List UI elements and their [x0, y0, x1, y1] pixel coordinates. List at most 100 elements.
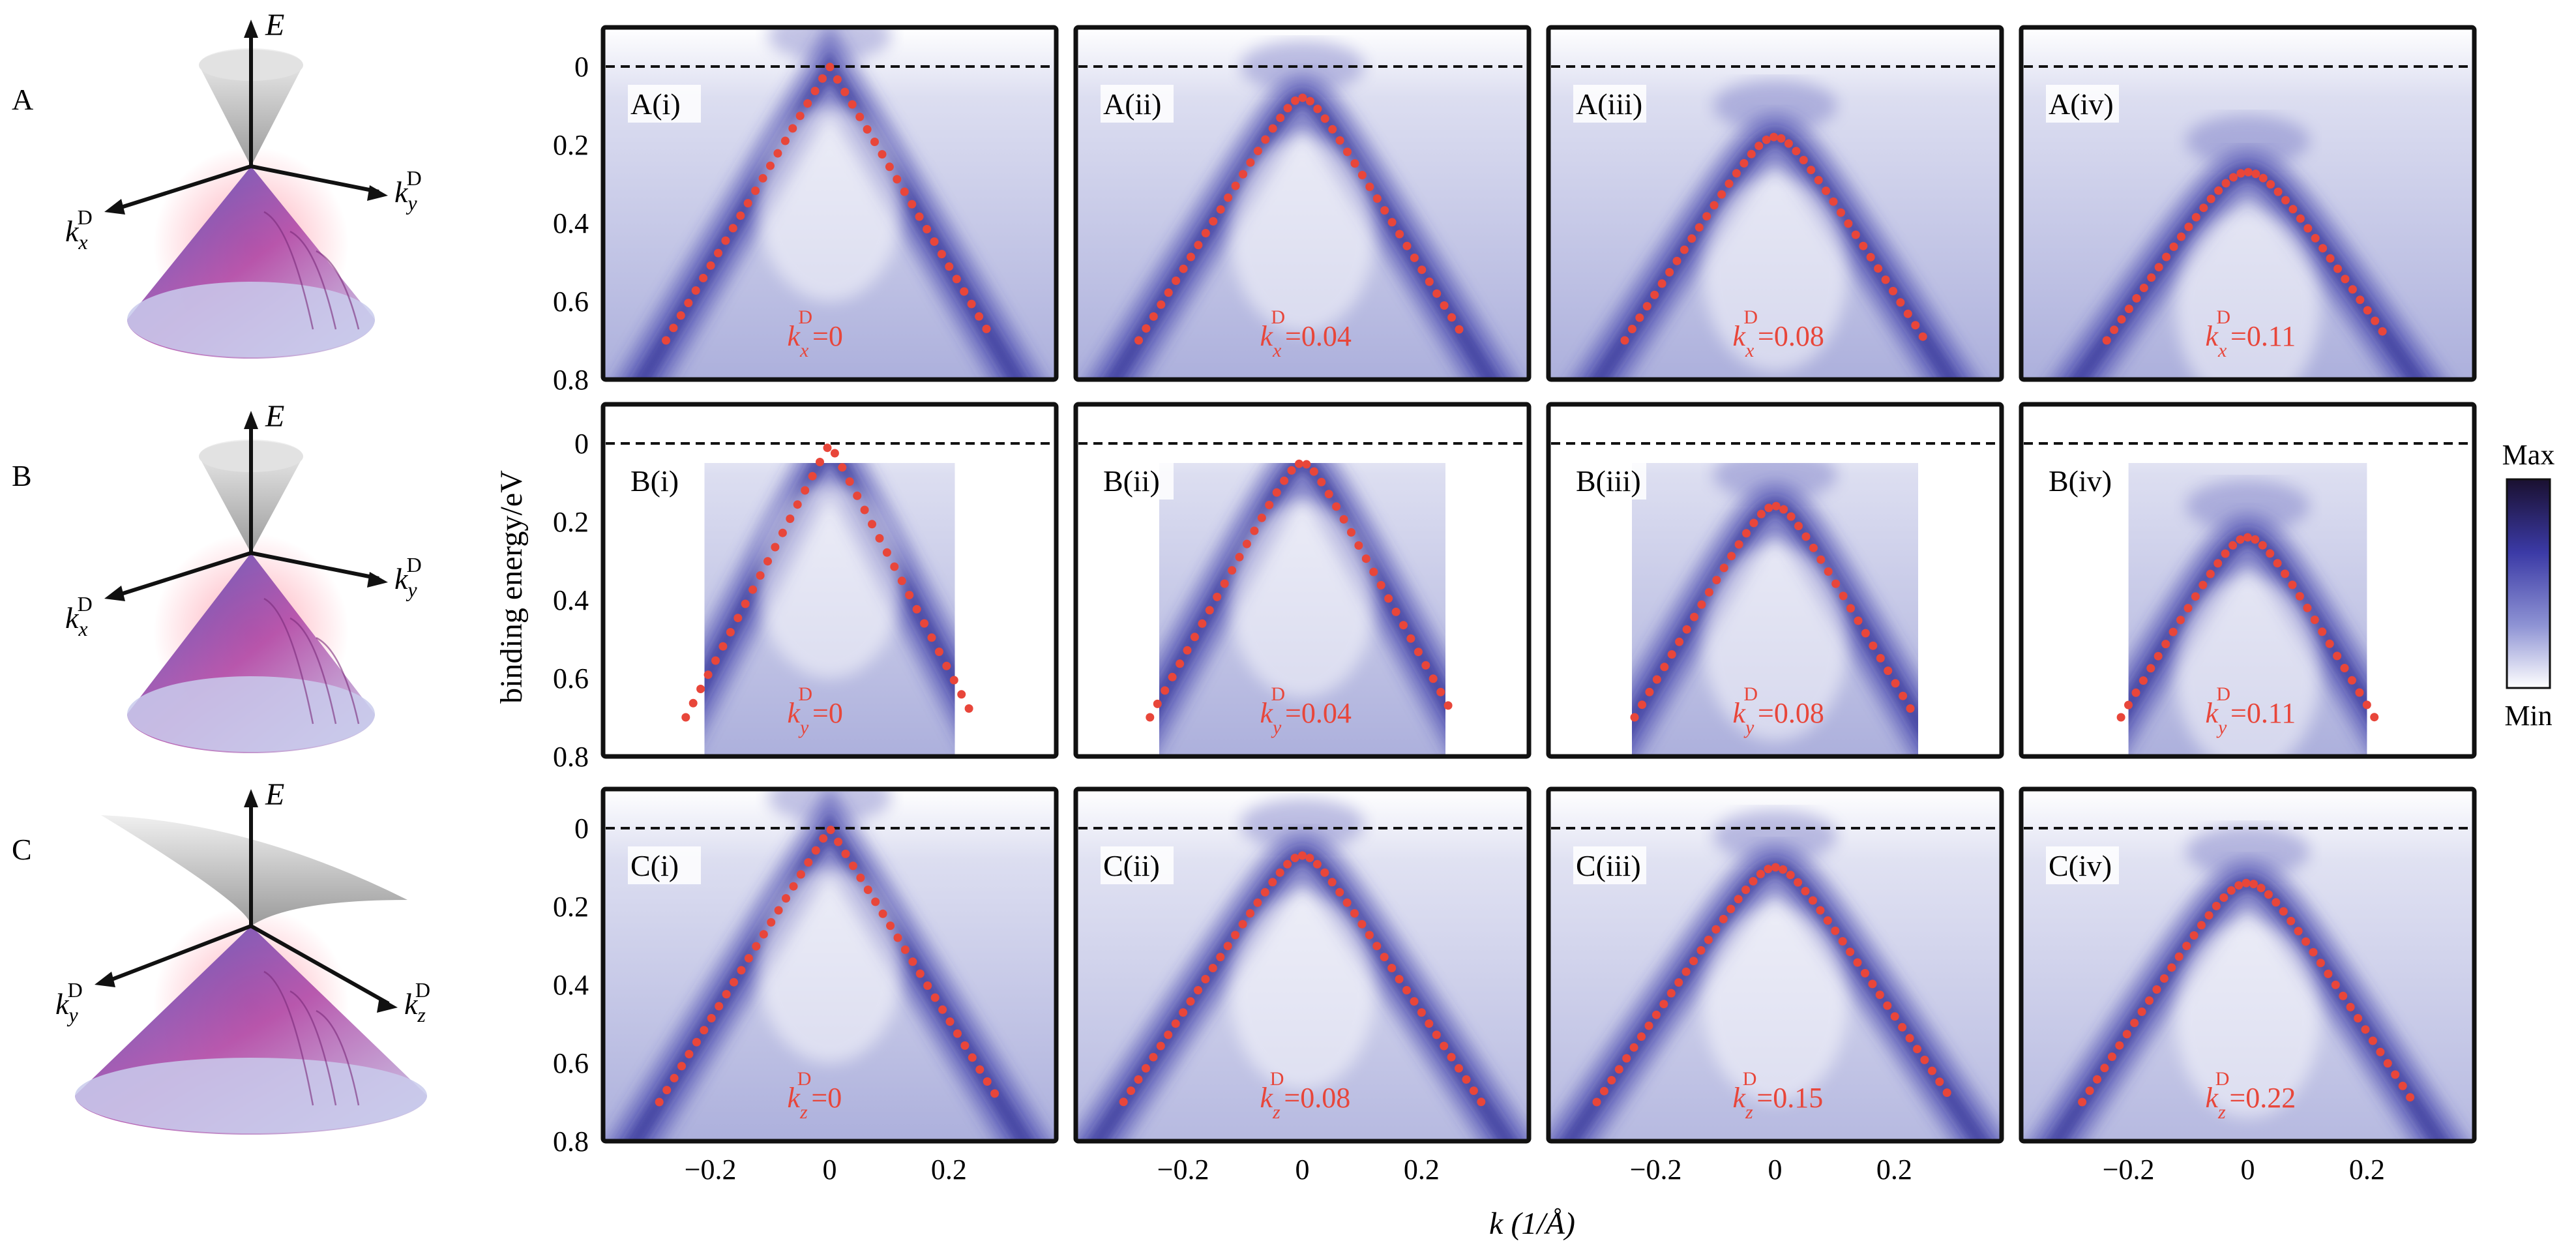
fit-dot	[923, 981, 932, 990]
fit-dot	[662, 336, 670, 345]
fit-dot	[1869, 641, 1878, 650]
fit-dot	[818, 74, 827, 83]
energy-axis-arrowhead	[244, 20, 258, 38]
fit-dot	[2361, 1025, 2370, 1034]
fit-dot	[1186, 997, 1195, 1006]
x-tick-label: 0	[1295, 1154, 1310, 1186]
fit-dot	[1361, 554, 1370, 563]
fit-dot	[2206, 569, 2215, 578]
fit-dot	[1696, 946, 1706, 955]
fit-dot	[1823, 916, 1832, 925]
fit-dot	[1747, 149, 1756, 158]
fit-dot	[2406, 1093, 2415, 1102]
fit-dot	[1342, 898, 1352, 907]
fit-dot	[1250, 526, 1259, 535]
fit-dot	[2281, 196, 2290, 205]
fit-dot	[2131, 688, 2140, 697]
k-left-axis-label: kxD	[65, 592, 93, 640]
fit-dot	[897, 576, 906, 586]
k-left-arrowhead	[95, 972, 115, 987]
panel-label-bg	[628, 85, 701, 123]
k-right-axis	[250, 551, 379, 580]
panel-label-bg	[1101, 462, 1174, 500]
fit-dot	[1896, 298, 1905, 307]
panel-label-bg	[2046, 462, 2119, 500]
fit-dot	[1809, 543, 1818, 552]
fit-dot	[1717, 190, 1726, 199]
inner-valley	[1703, 545, 1847, 741]
panel-k-annotation: kyD=0.04	[1260, 683, 1352, 738]
fit-dot	[830, 449, 839, 458]
fit-dot	[2333, 264, 2342, 273]
panel-label-bg	[628, 462, 701, 500]
x-axis-label: k (1/Å)	[1489, 1206, 1575, 1241]
fit-dot	[1681, 967, 1691, 976]
fit-dot	[1208, 964, 1217, 972]
fit-dot	[1675, 637, 1684, 646]
fit-dot	[1659, 1000, 1668, 1009]
energy-axis-label: E	[265, 399, 284, 434]
fit-dot	[1119, 1097, 1128, 1107]
inner-valley	[1703, 176, 1847, 372]
fit-dot	[908, 200, 917, 209]
fit-dot	[1223, 942, 1232, 951]
fit-dot	[726, 628, 735, 636]
fit-dot	[855, 112, 865, 121]
fit-dot	[1302, 460, 1311, 469]
panel-civ: C(iv) kzD=0.22 −0.2 0 0.2	[2019, 786, 2477, 1186]
fit-dots	[1146, 459, 1453, 722]
fit-dot	[2341, 275, 2350, 284]
fit-dot	[1280, 476, 1289, 485]
fit-dot	[1176, 659, 1185, 668]
fit-dot	[691, 286, 700, 295]
panel-border	[1073, 786, 1532, 1144]
fit-dot	[1712, 576, 1721, 584]
fit-dot	[1425, 277, 1434, 286]
k-left-axis	[114, 164, 252, 211]
fit-dot	[1868, 979, 1877, 989]
fit-dot	[1295, 459, 1303, 468]
fit-dot	[1690, 612, 1698, 621]
panel-label: A(i)	[630, 87, 681, 121]
fit-dot	[793, 500, 802, 509]
fit-dot	[782, 894, 790, 903]
fit-dot	[1899, 691, 1908, 700]
fit-dot	[930, 237, 939, 246]
fit-dot	[2221, 549, 2230, 558]
colorbar-min-label: Min	[2504, 700, 2552, 732]
fit-dot	[1635, 313, 1644, 322]
fit-dot	[1134, 1075, 1143, 1084]
fit-dot	[1253, 147, 1262, 155]
fit-dot	[1142, 324, 1151, 333]
fit-dot	[838, 463, 847, 472]
fit-dot	[1429, 674, 1438, 683]
fit-dot	[1432, 289, 1442, 298]
fit-dot	[1711, 925, 1721, 934]
fit-dot	[2251, 535, 2260, 544]
fit-dot	[1142, 1064, 1150, 1073]
fit-dot	[870, 138, 879, 146]
fit-dot	[841, 849, 850, 858]
fit-dot	[816, 458, 824, 466]
x-tick-label: −0.2	[1157, 1154, 1209, 1186]
fit-dot	[1246, 158, 1255, 167]
inner-valley	[1230, 137, 1374, 333]
k-right-arrowhead	[377, 997, 398, 1013]
y-tick-label: 0.8	[553, 1126, 589, 1157]
fit-dot	[942, 661, 951, 670]
fit-dot	[2100, 1064, 2109, 1073]
fit-dot	[677, 1062, 686, 1071]
fit-dot	[1866, 252, 1875, 261]
k-left-axis-label: kxD	[65, 205, 93, 254]
fit-dot	[1754, 142, 1764, 151]
fit-dot	[685, 1050, 694, 1058]
fit-dots	[2078, 878, 2415, 1107]
fit-dot	[982, 324, 991, 333]
fit-dot	[1905, 1034, 1914, 1043]
fit-dot	[669, 323, 678, 333]
fit-dot	[1779, 505, 1788, 514]
fit-dot	[2184, 604, 2193, 613]
fit-dot	[983, 1077, 992, 1086]
cone-cut-curve	[263, 211, 314, 330]
